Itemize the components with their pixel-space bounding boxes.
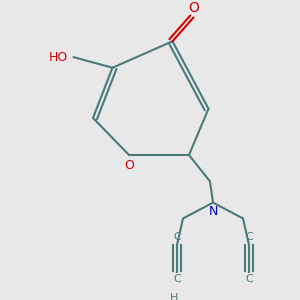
Text: O: O (124, 159, 134, 172)
Text: O: O (188, 1, 199, 15)
Text: C: C (173, 274, 181, 284)
Text: N: N (208, 205, 218, 218)
Text: HO: HO (48, 51, 68, 64)
Text: C: C (245, 274, 253, 284)
Text: C: C (173, 232, 181, 242)
Text: C: C (245, 232, 253, 242)
Text: H: H (170, 292, 178, 300)
